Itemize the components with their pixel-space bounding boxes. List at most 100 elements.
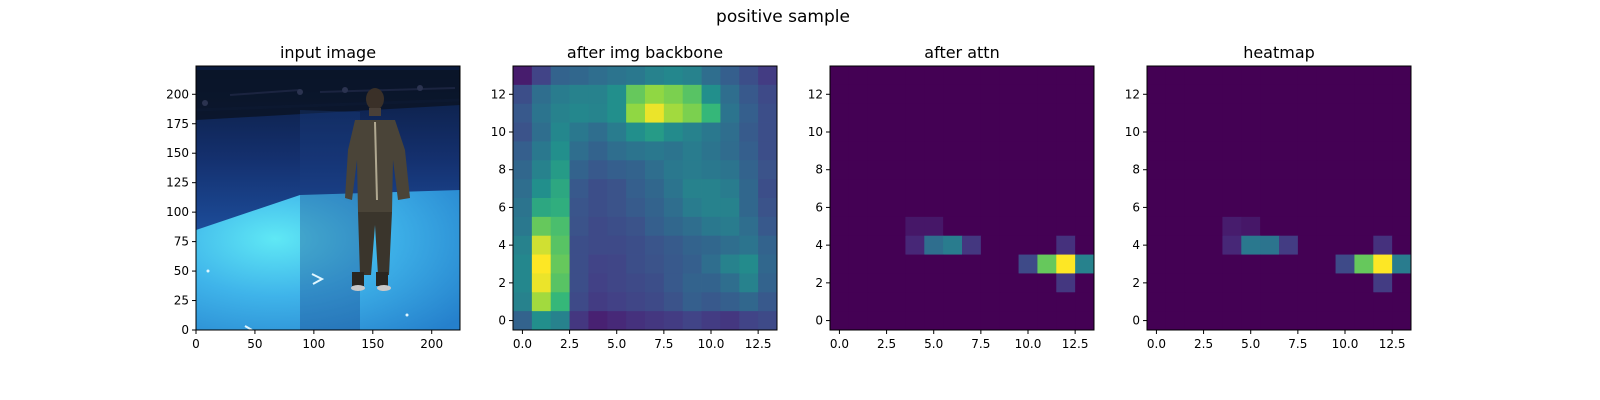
heatmap-cell: [739, 198, 759, 218]
heatmap-cell: [924, 122, 944, 142]
heatmap-cell: [1316, 84, 1336, 105]
heatmap-cell: [1018, 198, 1038, 218]
figure-suptitle: positive sample: [716, 7, 850, 27]
heatmap-cell: [626, 84, 646, 105]
heatmap-cell: [886, 292, 906, 312]
heatmap-cell: [663, 311, 684, 331]
heatmap-cell: [943, 292, 963, 312]
heatmap-cell: [626, 141, 646, 161]
heatmap-cell: [645, 311, 665, 331]
heatmap-cell: [720, 66, 740, 86]
heatmap-cell: [1373, 84, 1393, 105]
heatmap-cell: [701, 292, 721, 312]
heatmap-cell: [682, 273, 702, 293]
heatmap-cell: [1165, 292, 1186, 312]
heatmap-cell: [1335, 235, 1355, 255]
heatmap-cell: [980, 292, 1001, 312]
heatmap-cell: [1037, 160, 1057, 180]
heatmap-cell: [1018, 103, 1038, 123]
heatmap-cell: [1241, 103, 1261, 123]
heatmap-cell: [1260, 254, 1280, 274]
heatmap-cell: [962, 235, 982, 255]
heatmap-cell: [1297, 103, 1318, 123]
heatmap-cell: [739, 311, 759, 331]
heatmap-cell: [1279, 198, 1299, 218]
heatmap-cell: [962, 273, 982, 293]
x-tick-label: 12.5: [1062, 337, 1089, 351]
panel-title: heatmap: [1243, 43, 1315, 62]
heatmap-cell: [905, 122, 925, 142]
heatmap-cell: [758, 292, 778, 312]
x-tick-label: 200: [420, 337, 443, 351]
y-tick-label: 0: [815, 314, 823, 328]
heatmap-cell: [682, 235, 702, 255]
heatmap-cell: [1147, 66, 1167, 86]
heatmap-cell: [1184, 103, 1204, 123]
heatmap-cell: [1222, 311, 1242, 331]
x-tick-label: 7.5: [971, 337, 990, 351]
heatmap-cell: [1335, 273, 1355, 293]
heatmap-cell: [1184, 122, 1204, 142]
heatmap-cell: [1373, 103, 1393, 123]
heatmap-cell: [1037, 66, 1057, 86]
heatmap-cell: [1373, 141, 1393, 161]
heatmap-cell: [999, 235, 1019, 255]
heatmap-cell: [550, 273, 570, 293]
heatmap-cell: [1279, 254, 1299, 274]
heatmap-cell: [663, 273, 684, 293]
y-tick-label: 8: [498, 163, 506, 177]
heatmap-cell: [999, 254, 1019, 274]
heatmap-cell: [1184, 141, 1204, 161]
heatmap-cell: [1037, 198, 1057, 218]
heatmap-cell: [886, 198, 906, 218]
heatmap-cell: [962, 160, 982, 180]
heatmap-cell: [513, 254, 533, 274]
heatmap-cell: [1018, 235, 1038, 255]
heatmap-cell: [682, 179, 702, 199]
heatmap-cell: [1222, 198, 1242, 218]
heatmap-cell: [1297, 84, 1318, 105]
y-tick-label: 6: [815, 200, 823, 214]
heatmap-cell: [905, 160, 925, 180]
heatmap-cell: [1335, 254, 1355, 274]
heatmap-cell: [513, 311, 533, 331]
heatmap-cell: [588, 122, 608, 142]
heatmap-cell: [1222, 254, 1242, 274]
heatmap-cell: [1392, 311, 1412, 331]
y-tick-label: 100: [166, 205, 189, 219]
heatmap-cell: [720, 179, 740, 199]
heatmap-cell: [943, 216, 963, 237]
heatmap-cell: [1056, 84, 1076, 105]
heatmap-cell: [701, 141, 721, 161]
heatmap-cell: [1392, 198, 1412, 218]
heatmap-cell: [924, 198, 944, 218]
heatmap-cell: [513, 273, 533, 293]
heatmap-cell: [1056, 273, 1076, 293]
heatmap-cell: [607, 292, 627, 312]
heatmap-cell: [682, 198, 702, 218]
x-tick-label: 5.0: [607, 337, 626, 351]
heatmap-cell: [1203, 198, 1223, 218]
heatmap-cell: [867, 235, 887, 255]
heatmap-cell: [1018, 254, 1038, 274]
heatmap-cell: [1222, 292, 1242, 312]
heatmap-cell: [1373, 235, 1393, 255]
heatmap-cell: [513, 103, 533, 123]
heatmap-cell: [924, 311, 944, 331]
heatmap-cell: [701, 198, 721, 218]
heatmap-cell: [1184, 273, 1204, 293]
heatmap-cell: [962, 84, 982, 105]
heatmap-cell: [1279, 122, 1299, 142]
heatmap-cell: [607, 122, 627, 142]
heatmap-cell: [830, 292, 850, 312]
heatmap-cell: [701, 84, 721, 105]
heatmap-cell: [1316, 254, 1336, 274]
heatmap-cell: [1075, 160, 1095, 180]
heatmap-cell: [1222, 84, 1242, 105]
x-tick-label: 7.5: [1288, 337, 1307, 351]
heatmap-cell: [1147, 273, 1167, 293]
heatmap-cell: [513, 66, 533, 86]
heatmap-cell: [924, 216, 944, 237]
heatmap-cell: [1222, 179, 1242, 199]
x-tick-label: 50: [247, 337, 262, 351]
